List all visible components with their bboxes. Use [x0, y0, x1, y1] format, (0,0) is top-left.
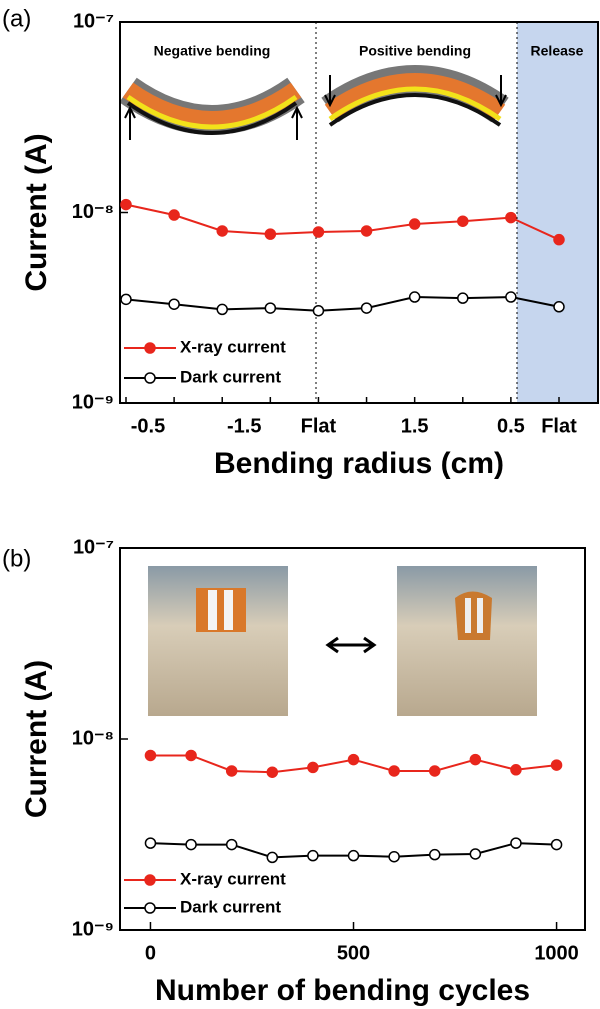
panel-label: (a) [2, 5, 31, 32]
x-tick-label: Flat [541, 415, 577, 437]
series-line [125, 296, 560, 312]
data-point [266, 766, 279, 778]
y-tick-label: 10⁻⁷ [73, 10, 114, 32]
photo-bent [397, 566, 537, 716]
legend-label: X-ray current [180, 869, 286, 888]
legend-marker [144, 902, 156, 914]
data-point [550, 838, 563, 851]
legend-label: Dark current [180, 367, 281, 386]
release-region [517, 22, 598, 403]
x-tick-label: Flat [301, 415, 337, 437]
data-point [505, 211, 517, 224]
data-point [388, 765, 400, 777]
data-point [457, 292, 469, 304]
double-arrow [325, 636, 377, 654]
annotation: Release [531, 43, 584, 59]
data-point [185, 838, 197, 851]
x-tick-label: 0.5 [497, 415, 525, 437]
data-point [347, 849, 360, 862]
y-tick-label: 10⁻⁸ [72, 727, 114, 749]
data-point [312, 226, 325, 238]
y-tick-label: 10⁻⁹ [72, 918, 114, 940]
data-point [360, 302, 373, 314]
data-point [120, 198, 132, 211]
data-point [505, 291, 517, 303]
data-point [550, 759, 563, 771]
legend-marker [144, 874, 156, 886]
y-tick-label: 10⁻⁸ [72, 201, 114, 223]
x-tick-label: 500 [337, 942, 370, 964]
data-point [312, 304, 325, 317]
annotation: Positive bending [359, 43, 471, 59]
data-point [264, 228, 277, 240]
data-point [428, 848, 441, 861]
y-axis-title: Current (A) [20, 133, 53, 291]
panel-label: (b) [2, 545, 31, 572]
data-point [469, 848, 482, 860]
x-axis-title: Bending radius (cm) [214, 447, 504, 480]
legend-marker [144, 342, 156, 354]
data-point [307, 849, 319, 862]
data-point [168, 298, 180, 310]
data-point [457, 215, 469, 227]
data-point [347, 753, 360, 766]
data-point [388, 850, 400, 863]
data-point [408, 218, 421, 230]
data-point [408, 291, 421, 303]
y-tick-label: 10⁻⁹ [72, 391, 114, 413]
data-point [360, 225, 373, 237]
negative-bending-schematic [119, 77, 305, 140]
data-point [185, 749, 197, 762]
x-tick-label: -1.5 [227, 415, 261, 437]
data-point [553, 233, 565, 246]
data-point [510, 764, 522, 776]
series-line [125, 203, 560, 241]
x-tick-label: 1000 [534, 942, 579, 964]
x-tick-label: 1.5 [401, 415, 429, 437]
data-point [120, 293, 132, 306]
photo-flat [148, 566, 288, 716]
data-point [168, 209, 180, 221]
y-axis-title: Current (A) [20, 660, 53, 818]
x-axis-title: Number of bending cycles [155, 974, 530, 1007]
annotation: Negative bending [154, 43, 271, 59]
x-tick-label: 0 [145, 942, 156, 964]
data-point [307, 761, 319, 774]
data-point [225, 765, 238, 777]
x-tick-label: -0.5 [131, 415, 165, 437]
data-point [266, 851, 279, 864]
data-point [216, 225, 228, 237]
data-point [510, 837, 522, 849]
data-point [553, 301, 565, 313]
data-point [216, 303, 228, 316]
data-point [264, 302, 277, 314]
data-point [225, 838, 238, 851]
data-point [428, 765, 441, 777]
legend-marker [144, 372, 156, 384]
positive-bending-schematic [321, 65, 509, 127]
legend-label: Dark current [180, 897, 281, 916]
data-point [144, 837, 157, 849]
data-point [144, 749, 157, 762]
y-tick-label: 10⁻⁷ [73, 536, 114, 558]
legend-label: X-ray current [180, 337, 286, 356]
data-point [469, 753, 482, 766]
